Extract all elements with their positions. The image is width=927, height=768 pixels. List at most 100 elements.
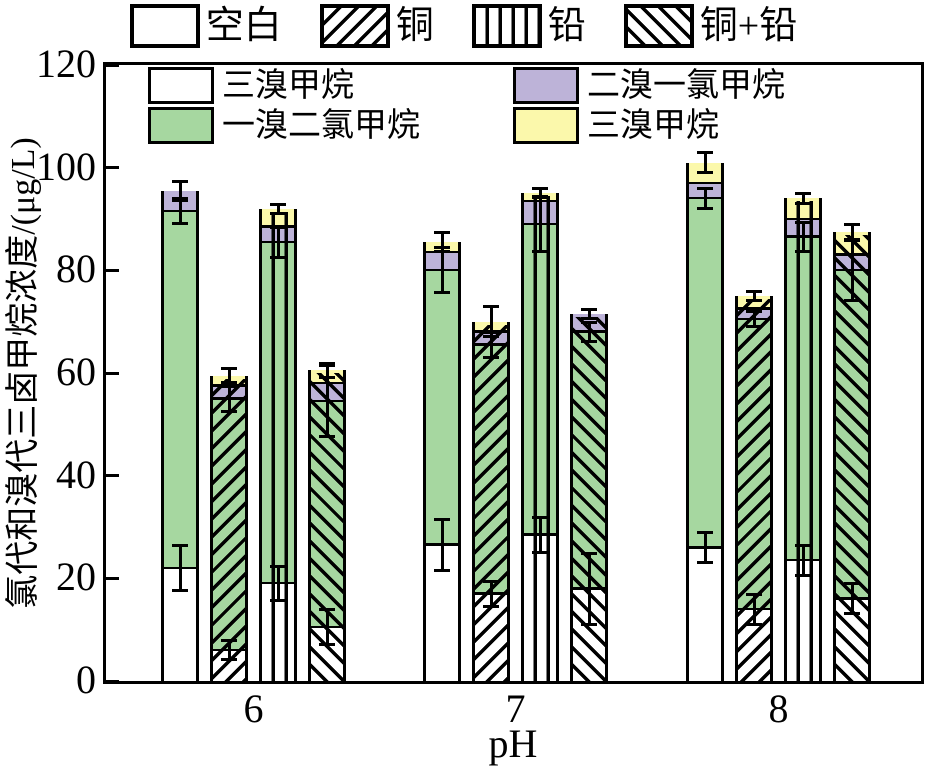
- error-bar: [325, 365, 329, 438]
- error-bar-cap: [532, 187, 548, 191]
- error-bar-cap: [434, 230, 450, 234]
- y-tick: [106, 371, 119, 375]
- error-bar: [703, 532, 707, 563]
- hatch-overlay: [262, 211, 294, 681]
- error-bar-cap: [319, 361, 335, 365]
- error-bar-cap: [270, 225, 286, 229]
- y-tick-label: 0: [76, 657, 96, 702]
- species-legend: 三溴甲烷 二溴一氯甲烷 一溴二氯甲烷 三溴甲烷: [148, 67, 785, 144]
- error-bar: [489, 580, 493, 607]
- y-tick: [106, 576, 119, 580]
- species-legend-item: 一溴二氯甲烷: [148, 107, 513, 144]
- error-bar-cap: [697, 187, 713, 191]
- treatment-swatch-reverse-diagonal: [623, 4, 694, 48]
- error-bar-cap: [581, 320, 597, 324]
- error-bar-cap: [795, 192, 811, 196]
- error-bar-cap: [532, 250, 548, 254]
- error-bar: [227, 385, 231, 412]
- error-bar-cap: [697, 170, 713, 174]
- error-bar: [489, 306, 493, 338]
- error-bar-cap: [270, 564, 286, 568]
- error-bar-cap: [319, 435, 335, 439]
- error-bar: [801, 544, 805, 576]
- species-swatch: [148, 107, 214, 144]
- error-bar-cap: [434, 568, 450, 572]
- error-bar-cap: [697, 151, 713, 155]
- error-bar: [538, 188, 542, 199]
- y-tick-label: 120: [36, 41, 96, 86]
- hatch-overlay: [787, 201, 819, 681]
- species-legend-item: 三溴甲烷: [513, 107, 785, 144]
- error-bar: [276, 203, 280, 214]
- error-bar-cap: [434, 518, 450, 522]
- error-bar-cap: [795, 573, 811, 577]
- error-bar-cap: [581, 317, 597, 321]
- treatment-legend-item: 空白: [129, 4, 282, 48]
- error-bar-cap: [221, 658, 237, 662]
- error-bar: [752, 593, 756, 625]
- error-bar-cap: [581, 622, 597, 626]
- error-bar: [801, 193, 805, 204]
- treatment-legend: 空白 铜 铅 铜+铅: [0, 4, 927, 48]
- error-bar: [440, 231, 444, 253]
- error-bar-cap: [844, 237, 860, 241]
- error-bar-cap: [483, 579, 499, 583]
- error-bar-cap: [746, 324, 762, 328]
- bar-6-铅: [259, 208, 297, 681]
- error-bar-cap: [795, 220, 811, 224]
- error-bar: [178, 180, 182, 202]
- error-bar: [752, 311, 756, 327]
- error-bar-cap: [581, 551, 597, 555]
- error-bar: [538, 516, 542, 553]
- y-tick: [106, 474, 119, 478]
- error-bar: [440, 247, 444, 294]
- error-bar-cap: [844, 299, 860, 303]
- error-bar-cap: [270, 211, 286, 215]
- error-bar-cap: [483, 355, 499, 359]
- error-bar-cap: [581, 340, 597, 344]
- treatment-legend-label: 铜+铅: [699, 5, 798, 47]
- y-tick-label: 60: [56, 349, 96, 394]
- treatment-swatch-diagonal: [319, 4, 390, 48]
- error-bar-cap: [532, 515, 548, 519]
- error-bar: [850, 583, 854, 615]
- bar-8-铅: [784, 198, 822, 681]
- y-tick-label: 40: [56, 451, 96, 497]
- species-swatch: [148, 67, 214, 104]
- species-legend-label: 一溴二氯甲烷: [222, 107, 420, 144]
- error-bar: [276, 226, 280, 258]
- error-bar-cap: [844, 223, 860, 227]
- bar-6-铜: [210, 375, 248, 681]
- bar-8-空白: [686, 162, 724, 681]
- error-bar-cap: [172, 543, 188, 547]
- error-bar-cap: [172, 222, 188, 226]
- hatch-overlay: [213, 378, 245, 681]
- segment-一溴二氯甲烷: [426, 270, 458, 545]
- error-bar: [440, 519, 444, 571]
- y-tick-label: 100: [36, 143, 96, 189]
- segment-一溴二氯甲烷: [689, 198, 721, 548]
- species-legend-item: 二溴一氯甲烷: [513, 67, 785, 104]
- y-tick: [106, 63, 119, 67]
- treatment-legend-label: 空白: [205, 5, 282, 47]
- error-bar-cap: [221, 638, 237, 642]
- treatment-legend-item: 铅: [471, 4, 586, 48]
- y-tick-label: 20: [56, 554, 96, 600]
- error-bar-cap: [795, 201, 811, 205]
- bar-6-空白: [161, 190, 199, 681]
- species-legend-label: 三溴甲烷: [587, 107, 719, 144]
- x-axis-title: pH: [488, 721, 538, 766]
- error-bar-cap: [221, 381, 237, 385]
- error-bar-cap: [746, 592, 762, 596]
- error-bar-cap: [319, 643, 335, 647]
- error-bar-cap: [795, 543, 811, 547]
- error-bar: [489, 331, 493, 358]
- error-bar-cap: [270, 202, 286, 206]
- plot-area: 三溴甲烷 二溴一氯甲烷 一溴二氯甲烷 三溴甲烷: [103, 62, 924, 684]
- error-bar: [850, 239, 854, 302]
- error-bar: [587, 552, 591, 625]
- error-bar: [587, 308, 591, 320]
- y-tick-label: 80: [56, 246, 96, 292]
- species-legend-label: 三溴甲烷: [222, 67, 354, 104]
- error-bar: [325, 609, 329, 646]
